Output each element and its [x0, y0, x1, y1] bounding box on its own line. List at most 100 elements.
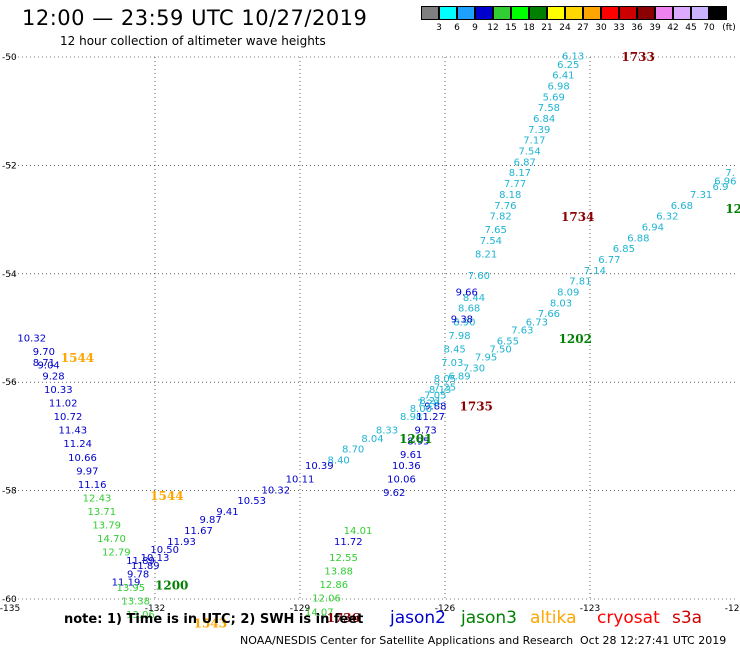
swh-value: 7.54 — [480, 236, 502, 247]
swh-value: 7.76 — [494, 201, 516, 212]
swh-value: 6.88 — [627, 233, 649, 244]
scale-label: 33 — [613, 23, 625, 33]
scale-label: 42 — [667, 23, 679, 33]
swh-value: 9.61 — [400, 450, 422, 461]
scale-swatch — [421, 6, 439, 20]
swh-value: 7.03 — [441, 358, 463, 369]
swh-value: 13.79 — [92, 521, 121, 532]
scale-label: 24 — [559, 23, 571, 33]
scale-swatch — [529, 6, 547, 20]
swh-value: 7.95 — [475, 353, 497, 364]
swh-value: 10.11 — [286, 474, 315, 485]
pass-time-label: 12 — [725, 202, 740, 216]
scale-swatch — [439, 6, 457, 20]
swh-value: 8.44 — [463, 293, 485, 304]
swh-value: 12.79 — [102, 548, 131, 559]
swh-value: 9.88 — [424, 401, 446, 412]
swh-value: 7.98 — [448, 331, 470, 342]
swh-value: 7.60 — [468, 271, 490, 282]
swh-value: 7. — [725, 168, 735, 179]
pass-time-label: 1733 — [621, 50, 654, 64]
swh-value: 6.68 — [671, 201, 693, 212]
swh-value: 6.73 — [526, 317, 548, 328]
scale-swatch — [457, 6, 475, 20]
scale-label: 70 — [703, 23, 715, 33]
swh-value: 11.72 — [334, 537, 363, 548]
scale-swatch — [673, 6, 691, 20]
swh-value: 8.18 — [499, 190, 521, 201]
swh-value: 8.13 — [429, 385, 451, 396]
swh-value: 12.06 — [312, 594, 341, 605]
swh-value: 7.63 — [511, 325, 533, 336]
swh-value: 9.73 — [415, 426, 437, 437]
latitude-label: -52 — [2, 161, 17, 171]
swh-value: 10.72 — [54, 412, 83, 423]
swh-value: 11.27 — [416, 412, 445, 423]
swh-value: 10.32 — [262, 485, 291, 496]
swh-value: 13.38 — [121, 596, 150, 607]
swh-value: 12.86 — [320, 580, 349, 591]
swh-value: 6.84 — [533, 114, 555, 125]
swh-value: 10.53 — [237, 496, 266, 507]
swh-value: 11.16 — [78, 480, 107, 491]
swh-value: 11.93 — [167, 537, 196, 548]
legend-cryosat: cryosat — [597, 608, 660, 628]
swh-value: 7.39 — [528, 125, 550, 136]
swh-value: 11.89 — [131, 561, 160, 572]
scale-swatch — [493, 6, 511, 20]
swh-value: 6.9 — [713, 182, 729, 193]
swh-value: 8.70 — [342, 445, 364, 456]
legend-jason2: jason2 — [390, 608, 446, 628]
swh-value: 7.17 — [523, 136, 545, 147]
scale-swatch — [565, 6, 583, 20]
swh-value: 6.85 — [613, 244, 635, 255]
swh-value: 7.66 — [538, 309, 560, 320]
swh-value: 9.78 — [127, 569, 149, 580]
swh-value: 6.55 — [497, 336, 519, 347]
credit-text: NOAA/NESDIS Center for Satellite Applica… — [240, 634, 574, 647]
scale-unit: (ft) — [722, 23, 736, 33]
scale-label: 18 — [523, 23, 535, 33]
pass-time-label: 1201 — [399, 432, 432, 446]
swh-value: 8.17 — [509, 168, 531, 179]
swh-value: 9.04 — [38, 361, 60, 372]
swh-value: 13.06 — [126, 610, 155, 621]
scale-label: 3 — [436, 23, 442, 33]
legend-jason3: jason3 — [461, 608, 517, 628]
scale-swatch — [583, 6, 601, 20]
latitude-label: -58 — [2, 487, 17, 497]
longitude-label: -129 — [290, 604, 311, 614]
scale-label: 36 — [631, 23, 643, 33]
scale-label: 39 — [649, 23, 661, 33]
swh-value: 10.06 — [387, 474, 416, 485]
longitude-label: -126 — [435, 604, 456, 614]
swh-value: 6.25 — [557, 60, 579, 71]
swh-value: 7.30 — [463, 363, 485, 374]
swh-value: 7.05 — [424, 390, 446, 401]
scale-swatch — [655, 6, 673, 20]
swh-value: 10.32 — [17, 334, 46, 345]
legend-altika: altika — [530, 608, 577, 628]
swh-value: 13.71 — [88, 507, 117, 518]
latitude-label: -50 — [2, 53, 17, 63]
swh-value: 14.01 — [344, 526, 373, 537]
swh-value: 6.41 — [552, 71, 574, 82]
swh-value: 8.95 — [407, 437, 429, 448]
swh-value: 9.41 — [216, 507, 238, 518]
longitude-label: -135 — [0, 604, 20, 614]
swh-value: 11.67 — [184, 526, 213, 537]
swh-value: 9.70 — [33, 347, 55, 358]
scale-label: 12 — [487, 23, 499, 33]
scale-label: 9 — [472, 23, 478, 33]
swh-value: 13.95 — [117, 583, 146, 594]
longitude-label: -120 — [725, 604, 740, 614]
swh-value: 8.09 — [557, 287, 579, 298]
longitude-label: -132 — [145, 604, 165, 614]
swh-value: 7.28 — [417, 399, 439, 410]
timestamp-text: Oct 28 12:27:41 UTC 2019 — [580, 634, 727, 647]
swh-value: 7.77 — [504, 179, 526, 190]
scale-swatch — [475, 6, 493, 20]
swh-value: 6.13 — [562, 52, 584, 63]
swh-value: 8.71 — [33, 358, 55, 369]
